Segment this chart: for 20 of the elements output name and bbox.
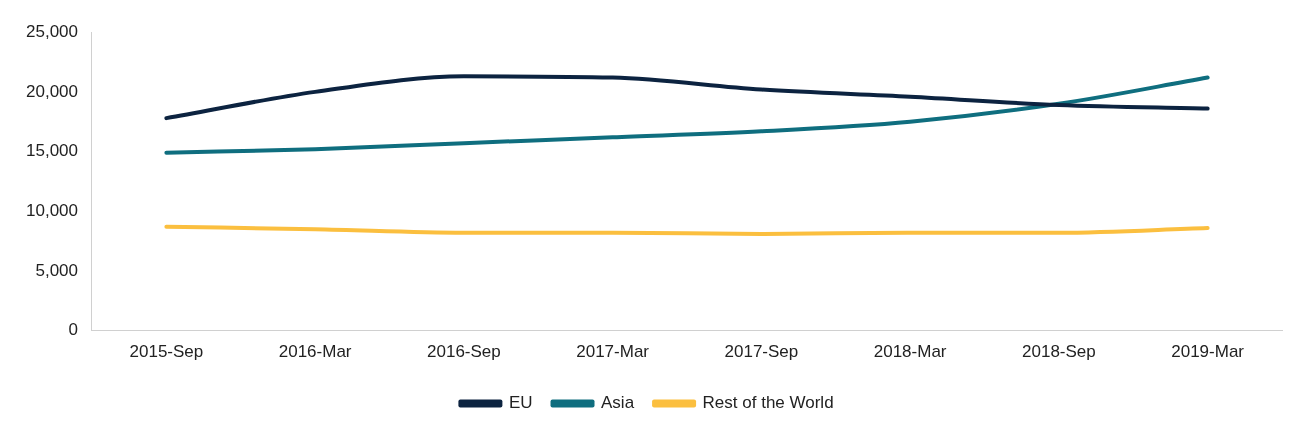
line-series [164, 75, 1210, 155]
x-tick-label: 2017-Mar [576, 342, 650, 362]
y-tick-label: 15,000 [26, 141, 78, 161]
legend-label: EU [508, 393, 533, 413]
y-tick-label: 5,000 [35, 260, 78, 280]
x-tick-label: 2016-Mar [278, 342, 352, 362]
x-tick-label: 2016-Sep [427, 342, 501, 362]
x-tick-label: 2018-Sep [1022, 342, 1096, 362]
legend-label: Rest of the World [702, 393, 834, 413]
line-series [164, 74, 1210, 121]
y-tick-label: 20,000 [26, 81, 78, 101]
x-tick-label: 2015-Sep [129, 342, 204, 362]
x-tick-label: 2018-Mar [873, 342, 947, 362]
y-tick-label: 0 [68, 320, 78, 340]
y-tick-label: 10,000 [26, 200, 78, 220]
y-tick-label: 25,000 [26, 21, 78, 41]
legend-label: Asia [601, 393, 635, 413]
line-series [164, 224, 1210, 236]
x-tick-label: 2017-Sep [724, 342, 799, 362]
x-tick-label: 2019-Mar [1171, 342, 1245, 362]
